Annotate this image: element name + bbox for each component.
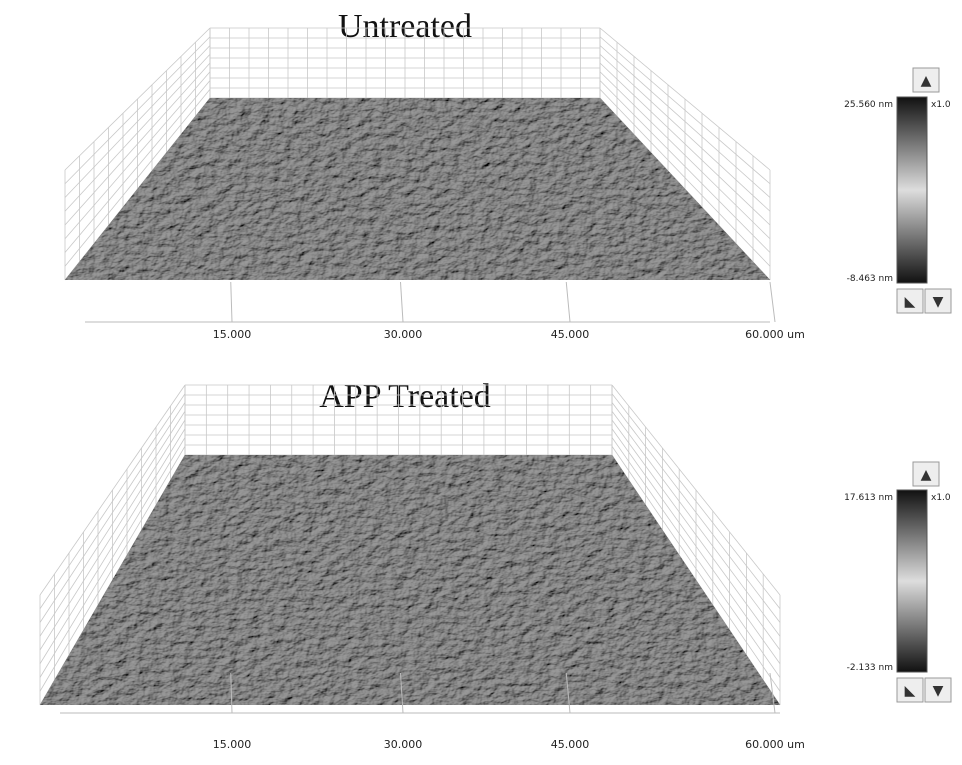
grid-line [64, 71, 211, 240]
colorbar [896, 96, 928, 284]
grid-line [39, 428, 186, 664]
x-tick-label: 30.000 [384, 328, 423, 341]
grid-line [39, 393, 186, 609]
control-button[interactable] [896, 677, 924, 703]
grid-line [64, 36, 211, 185]
x-tick [400, 672, 404, 714]
x-tick [769, 281, 776, 323]
control-button[interactable] [924, 288, 952, 314]
x-tick-label: 45.000 [551, 738, 590, 751]
control-button[interactable] [896, 288, 924, 314]
grid-box [39, 384, 781, 706]
x-tick-label: 15.000 [213, 738, 252, 751]
grid-line [611, 428, 781, 664]
x-tick [565, 281, 571, 323]
x-tick [230, 281, 233, 323]
grid-line [39, 402, 186, 623]
panel-title: APP Treated [319, 378, 491, 415]
grid-line [64, 27, 211, 171]
colorbar-max: 17.613 nm [844, 493, 893, 503]
grid-line [64, 53, 211, 212]
grid-line [39, 384, 186, 596]
x-tick [400, 281, 404, 323]
surface-texture [65, 98, 770, 280]
colorbar [896, 489, 928, 673]
grid-line [599, 53, 771, 212]
grid-line [611, 393, 781, 609]
grid-line [64, 88, 211, 267]
grid-line [611, 411, 781, 637]
grid-line [599, 62, 771, 226]
grid-box [64, 27, 771, 281]
colorbar-zoom: x1.0 [931, 493, 951, 503]
grid-line [64, 80, 211, 253]
x-tick [230, 672, 233, 714]
grid-line [611, 419, 781, 651]
grid-line [611, 446, 781, 692]
x-tick [769, 672, 776, 714]
control-button[interactable] [924, 677, 952, 703]
control-icon: ▲ [921, 73, 932, 89]
x-tick-label: 15.000 [213, 328, 252, 341]
colorbar-min: -2.133 nm [847, 663, 893, 673]
grid-line [611, 384, 781, 596]
x-tick [565, 672, 571, 714]
grid-line [599, 88, 771, 267]
control-button[interactable] [912, 461, 940, 487]
control-icon: ▼ [933, 683, 944, 699]
grid-line [611, 402, 781, 623]
control-icon: ▲ [921, 467, 932, 483]
control-button[interactable] [912, 67, 940, 93]
grid-line [599, 45, 771, 198]
control-icon: ◣ [905, 683, 916, 699]
colorbar-zoom: x1.0 [931, 100, 951, 110]
x-tick-label: 60.000 um [745, 738, 805, 751]
grid-line [39, 411, 186, 637]
surface-texture [40, 455, 780, 705]
grid-line [611, 437, 781, 678]
grid-line [39, 446, 186, 692]
control-icon: ◣ [905, 294, 916, 310]
colorbar-max: 25.560 nm [844, 100, 893, 110]
control-icon: ▼ [933, 294, 944, 310]
grid-line [39, 419, 186, 651]
x-tick-label: 60.000 um [745, 328, 805, 341]
x-tick-label: 45.000 [551, 328, 590, 341]
grid-line [599, 71, 771, 240]
grid-line [599, 80, 771, 253]
grid-line [599, 27, 771, 171]
grid-line [64, 45, 211, 198]
grid-line [599, 36, 771, 185]
x-tick-label: 30.000 [384, 738, 423, 751]
grid-line [64, 62, 211, 226]
grid-line [39, 437, 186, 678]
colorbar-min: -8.463 nm [847, 274, 893, 284]
